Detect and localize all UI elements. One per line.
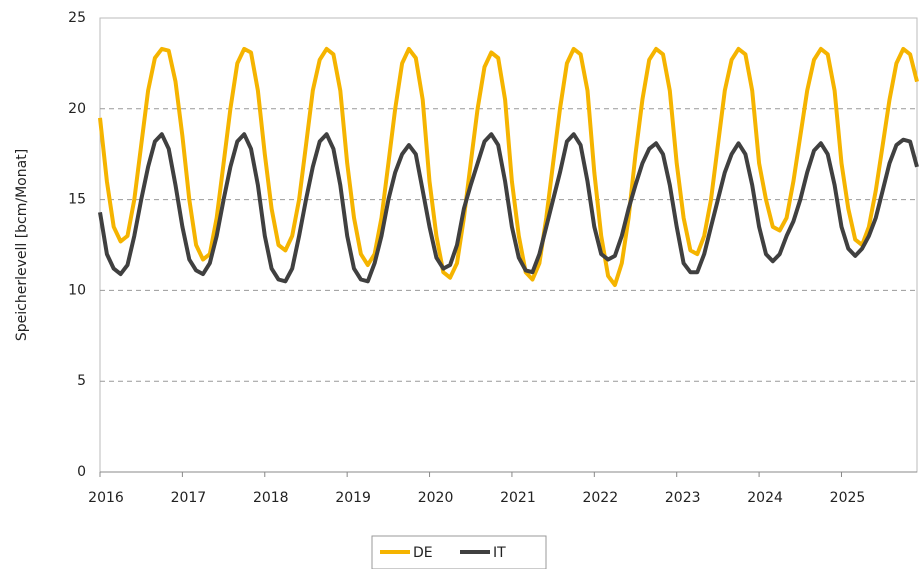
y-tick-label: 15: [68, 192, 86, 208]
x-tick-label: 2018: [253, 490, 289, 506]
plot-frame: [99, 17, 918, 473]
y-tick-label: 0: [77, 464, 86, 480]
y-axis-label: Speicherlevell [bcm/Monat]: [14, 149, 30, 341]
x-tick-label: 2016: [88, 490, 124, 506]
x-tick-label: 2024: [747, 490, 783, 506]
x-tick-label: 2022: [582, 490, 618, 506]
x-tick-label: 2025: [830, 490, 866, 506]
legend-label: DE: [413, 545, 433, 561]
x-tick-label: 2021: [500, 490, 536, 506]
series-line: [98, 46, 919, 287]
y-tick-label: 10: [68, 282, 86, 298]
x-tick-label: 2020: [418, 490, 454, 506]
x-tick-label: 2023: [665, 490, 701, 506]
y-tick-label: 5: [77, 373, 86, 389]
series-line: [98, 132, 919, 284]
x-tick-label: 2017: [171, 490, 207, 506]
y-tick-label: 25: [68, 10, 86, 26]
legend-label: IT: [493, 545, 506, 561]
x-tick-label: 2019: [335, 490, 371, 506]
y-tick-label: 20: [68, 101, 86, 117]
